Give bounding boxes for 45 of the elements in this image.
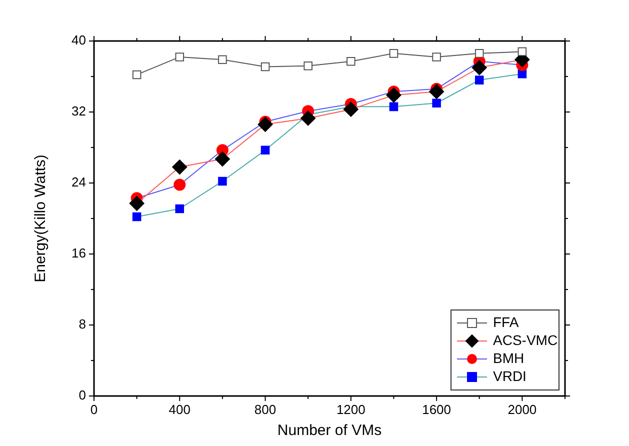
point: [432, 52, 441, 62]
x-tick-label: 2000: [508, 402, 537, 418]
y-tick-label: 0: [78, 388, 86, 403]
point: [260, 146, 270, 155]
point: [389, 49, 398, 58]
y-tick-label: 8: [78, 316, 86, 332]
point: [518, 47, 527, 56]
point: [429, 84, 444, 100]
point: [132, 70, 142, 80]
x-tick-label: 400: [168, 402, 190, 418]
point: [304, 61, 312, 70]
point: [132, 212, 142, 222]
point: [346, 57, 356, 66]
y-tick-label: 32: [72, 104, 86, 119]
y-tick-label: 40: [72, 32, 86, 48]
point: [175, 52, 184, 62]
y-axis-title: Energy(Killo Watts): [32, 154, 50, 282]
point: [432, 98, 441, 108]
point: [129, 196, 144, 211]
x-tick-label: 1200: [336, 402, 366, 418]
legend-label: VRDI: [493, 368, 526, 384]
point: [260, 62, 270, 72]
y-tick-label: 16: [72, 246, 86, 261]
legend-label: BMH: [493, 350, 524, 366]
point: [172, 160, 188, 175]
point: [214, 152, 230, 167]
legend-label: FFA: [493, 314, 520, 330]
x-tick-label: 800: [254, 402, 276, 418]
point: [386, 88, 402, 103]
point: [343, 102, 358, 117]
point: [218, 176, 227, 186]
point: [174, 178, 186, 191]
legend-label: ACS-VMC: [493, 332, 558, 348]
point: [389, 102, 398, 112]
y-tick-label: 24: [72, 174, 86, 190]
x-tick-label: 0: [90, 402, 98, 418]
point: [474, 76, 484, 84]
point: [175, 204, 184, 214]
point: [258, 116, 273, 132]
point: [300, 110, 316, 126]
point: [474, 49, 484, 58]
x-tick-label: 1600: [422, 402, 452, 418]
x-axis-title: Number of VMs: [277, 422, 382, 440]
point: [218, 55, 227, 64]
point: [472, 60, 487, 76]
